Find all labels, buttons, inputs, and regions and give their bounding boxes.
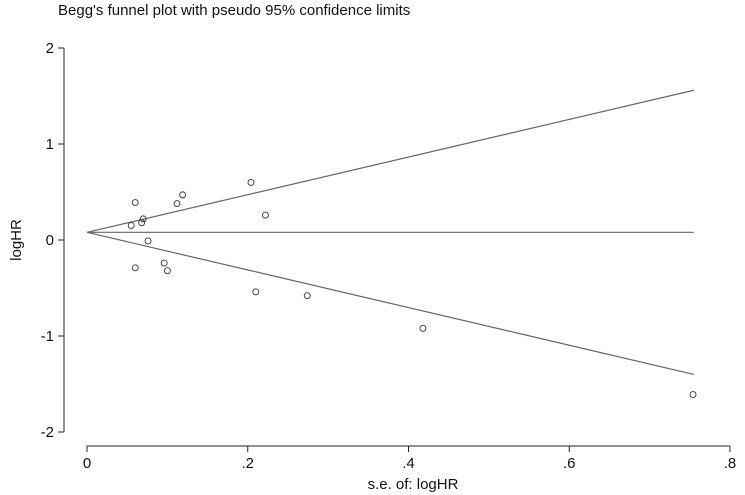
upper-confidence-limit-line: [86, 89, 694, 233]
study-point: [131, 264, 139, 272]
study-point: [247, 178, 255, 186]
y-tick-label: -2: [41, 424, 54, 441]
x-tick-label: .4: [402, 455, 415, 472]
study-point: [173, 200, 181, 207]
study-point: [127, 222, 135, 230]
funnel-lines: [86, 89, 694, 375]
axes: -2 -1 0 1 2 0 .2 .4 .6 .8: [41, 40, 737, 472]
study-point: [144, 237, 152, 245]
lower-confidence-limit-line: [86, 231, 694, 375]
x-tick-label: 0: [83, 455, 91, 472]
y-axis-label: logHR: [8, 219, 25, 261]
chart-title: Begg's funnel plot with pseudo 95% confi…: [58, 2, 411, 19]
y-tick-label: 0: [46, 232, 54, 249]
study-point: [419, 324, 427, 332]
x-axis-label: s.e. of: logHR: [368, 476, 459, 493]
scatter-points: [127, 178, 697, 399]
study-point: [252, 288, 260, 296]
study-point: [160, 259, 168, 267]
x-tick-label: .6: [563, 455, 576, 472]
y-tick-label: 2: [46, 40, 54, 57]
study-point: [163, 267, 171, 275]
study-point: [179, 191, 187, 199]
study-point: [138, 219, 146, 227]
y-tick-label: 1: [46, 136, 54, 153]
x-tick-label: .2: [241, 455, 254, 472]
y-tick-label: -1: [41, 328, 54, 345]
study-point: [139, 215, 147, 223]
study-point: [689, 391, 697, 399]
study-point: [303, 292, 311, 300]
x-tick-label: .8: [724, 455, 737, 472]
study-point: [261, 211, 269, 219]
study-point: [131, 199, 139, 207]
